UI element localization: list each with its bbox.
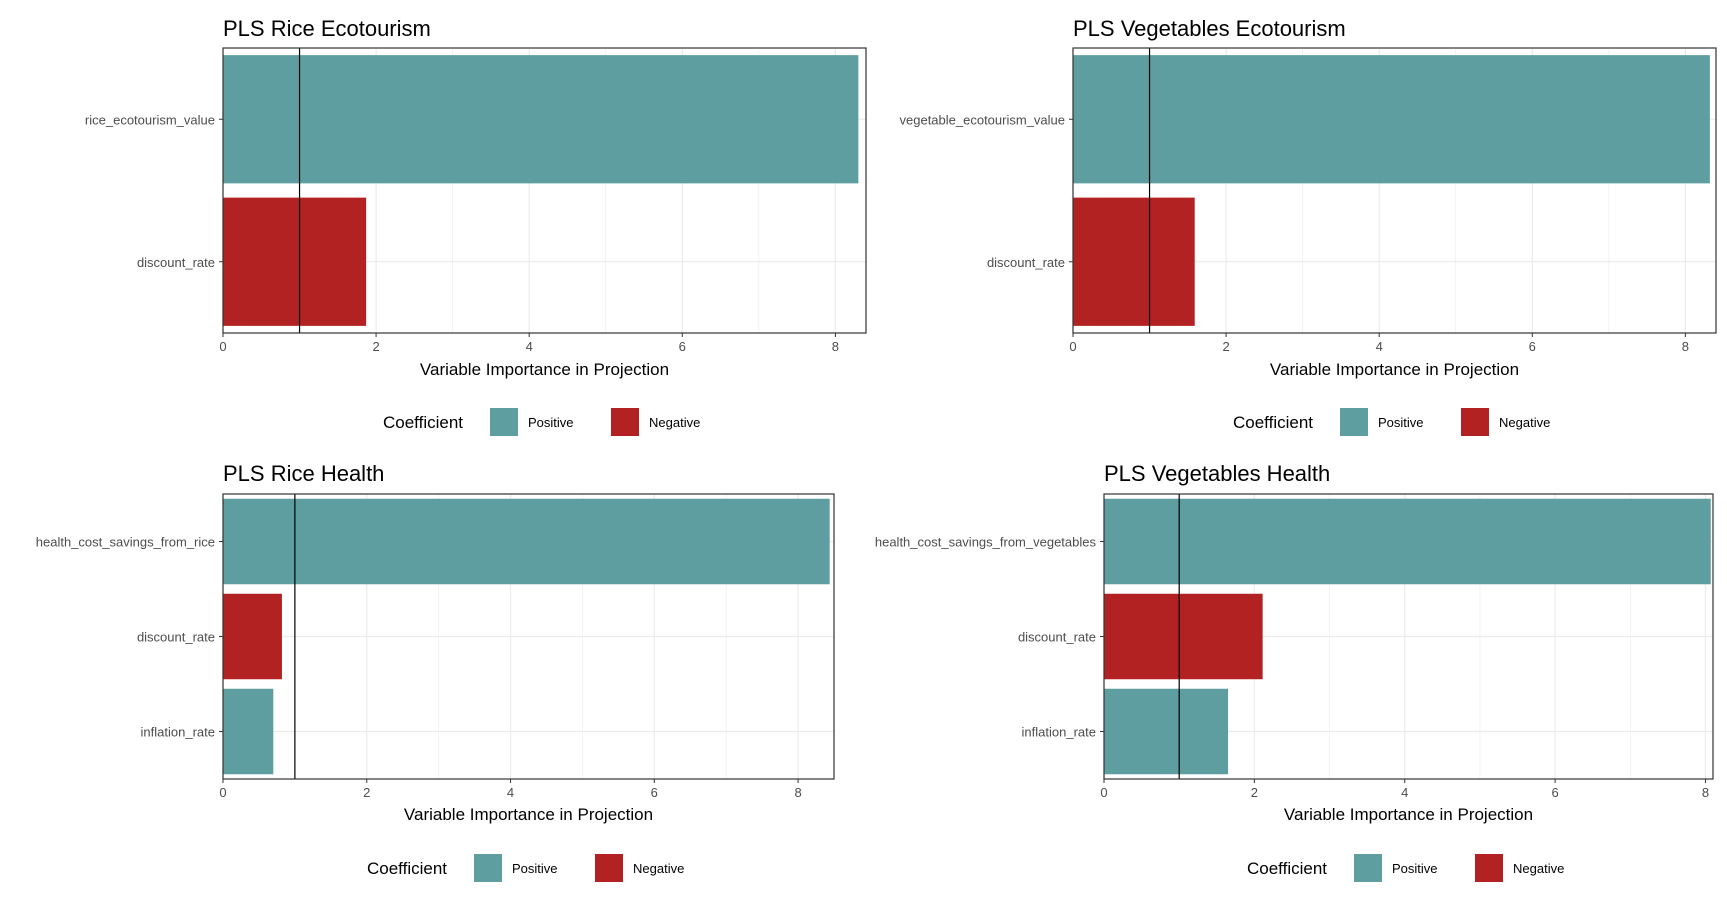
- bar-inflation-rate: [1104, 688, 1229, 775]
- panel-border: [222, 493, 835, 780]
- bar-health-cost-savings-from-vegetables: [1104, 498, 1711, 585]
- chart-panel-4: PLS Vegetables Health health_cost_savings…: [875, 461, 1714, 882]
- bar-vegetable-ecotourism-value: [1073, 55, 1710, 184]
- chart-title: PLS Vegetables Health: [1104, 461, 1330, 486]
- x-tick-label: 0: [219, 339, 226, 354]
- x-tick-label: 2: [1251, 785, 1258, 800]
- x-tick-label: 2: [1222, 339, 1229, 354]
- bar-rice-ecotourism-value: [223, 55, 859, 184]
- x-axis-label: Variable Importance in Projection: [420, 360, 669, 379]
- y-tick-label: rice_ecotourism_value: [85, 112, 215, 127]
- bar-discount-rate: [223, 197, 367, 326]
- x-tick-label: 2: [363, 785, 370, 800]
- x-tick-label: 8: [1682, 339, 1689, 354]
- chart-panel-2: PLS Vegetables Ecotourism vegetable_ecoto…: [900, 16, 1717, 436]
- x-tick-label: 6: [679, 339, 686, 354]
- legend-label-negative: Negative: [1513, 861, 1564, 876]
- legend-label-positive: Positive: [1392, 861, 1438, 876]
- x-tick-label: 2: [372, 339, 379, 354]
- x-axis-label: Variable Importance in Projection: [1270, 360, 1519, 379]
- panel-border: [1072, 47, 1717, 334]
- bar-discount-rate: [1104, 593, 1263, 680]
- legend-swatch-positive: [474, 854, 502, 882]
- legend-swatch-negative: [595, 854, 623, 882]
- legend-label-positive: Positive: [512, 861, 558, 876]
- x-tick-label: 4: [1401, 785, 1408, 800]
- bar-health-cost-savings-from-rice: [223, 498, 830, 585]
- panel-border: [222, 47, 867, 334]
- y-tick-label: discount_rate: [137, 255, 215, 270]
- bar-discount-rate: [223, 593, 282, 680]
- legend-title: Coefficient: [383, 413, 463, 432]
- legend: Coefficient Positive Negative: [1247, 854, 1564, 882]
- legend-swatch-negative: [1461, 408, 1489, 436]
- x-tick-label: 8: [832, 339, 839, 354]
- y-tick-label: inflation_rate: [1022, 725, 1096, 740]
- legend: Coefficient Positive Negative: [367, 854, 684, 882]
- legend-label-positive: Positive: [528, 415, 574, 430]
- y-tick-label: discount_rate: [987, 255, 1065, 270]
- chart-title: PLS Vegetables Ecotourism: [1073, 16, 1346, 41]
- chart-panel-1: PLS Rice Ecotourism rice_ecotourism_value…: [85, 16, 867, 436]
- x-tick-label: 0: [1100, 785, 1107, 800]
- x-tick-label: 4: [507, 785, 514, 800]
- legend-swatch-negative: [1475, 854, 1503, 882]
- legend: Coefficient Positive Negative: [383, 408, 700, 436]
- x-tick-label: 8: [1702, 785, 1709, 800]
- x-tick-label: 0: [1069, 339, 1076, 354]
- legend-swatch-positive: [1340, 408, 1368, 436]
- legend: Coefficient Positive Negative: [1233, 408, 1550, 436]
- x-tick-label: 6: [1529, 339, 1536, 354]
- bar-discount-rate: [1073, 197, 1195, 326]
- chart-title: PLS Rice Health: [223, 461, 384, 486]
- legend-title: Coefficient: [1247, 859, 1327, 878]
- y-tick-label: inflation_rate: [141, 725, 215, 740]
- legend-label-positive: Positive: [1378, 415, 1424, 430]
- legend-title: Coefficient: [367, 859, 447, 878]
- x-axis-label: Variable Importance in Projection: [1284, 805, 1533, 824]
- y-tick-label: discount_rate: [1018, 630, 1096, 645]
- x-tick-label: 4: [1376, 339, 1383, 354]
- y-tick-label: discount_rate: [137, 630, 215, 645]
- bar-inflation-rate: [223, 688, 274, 775]
- x-tick-label: 8: [794, 785, 801, 800]
- legend-label-negative: Negative: [1499, 415, 1550, 430]
- chart-panel-3: PLS Rice Health health_cost_savings_from_…: [36, 461, 835, 882]
- panel-border: [1103, 493, 1714, 780]
- legend-label-negative: Negative: [633, 861, 684, 876]
- x-tick-label: 6: [1551, 785, 1558, 800]
- legend-swatch-positive: [490, 408, 518, 436]
- legend-swatch-negative: [611, 408, 639, 436]
- legend-label-negative: Negative: [649, 415, 700, 430]
- y-tick-label: health_cost_savings_from_rice: [36, 535, 215, 550]
- legend-title: Coefficient: [1233, 413, 1313, 432]
- y-tick-label: vegetable_ecotourism_value: [900, 112, 1066, 127]
- x-tick-label: 4: [526, 339, 533, 354]
- x-axis-label: Variable Importance in Projection: [404, 805, 653, 824]
- y-tick-label: health_cost_savings_from_vegetables: [875, 535, 1097, 550]
- x-tick-label: 0: [219, 785, 226, 800]
- legend-swatch-positive: [1354, 854, 1382, 882]
- chart-title: PLS Rice Ecotourism: [223, 16, 431, 41]
- x-tick-label: 6: [651, 785, 658, 800]
